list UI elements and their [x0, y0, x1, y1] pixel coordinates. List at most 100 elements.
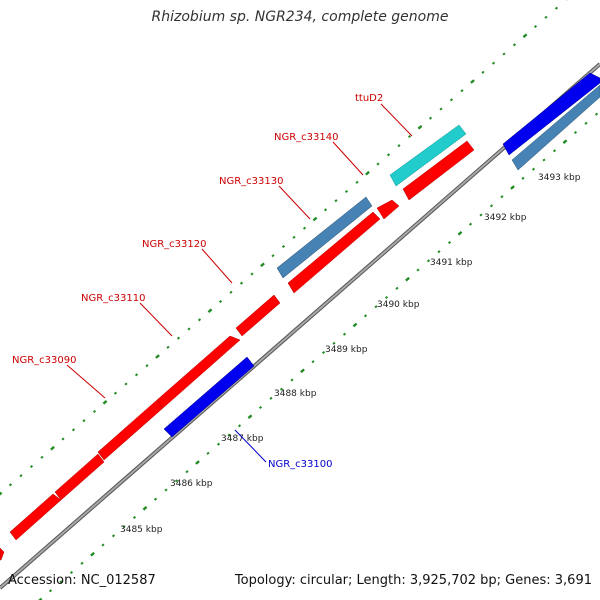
- topology-text: Topology: circular; Length: 3,925,702 bp…: [234, 573, 592, 588]
- lower-dot-6: [101, 543, 105, 547]
- upper-dot-49: [512, 43, 517, 47]
- gene-reverse-ngr-c33100[interactable]: [163, 356, 255, 438]
- upper-dot-7: [71, 428, 76, 432]
- lower-dot-48: [542, 158, 546, 162]
- gene-forward-3[interactable]: [54, 453, 105, 501]
- gene-forward-2[interactable]: [9, 493, 62, 541]
- upper-dot-21: [218, 299, 223, 304]
- lower-dot-2: [59, 580, 63, 584]
- upper-dot-0: [0, 491, 3, 496]
- gene-steelblue-2[interactable]: [511, 84, 600, 171]
- lower-dot-33: [384, 295, 389, 300]
- gene-label[interactable]: NGR_c33110: [81, 293, 146, 304]
- tick-label: 3488 kbp: [274, 389, 317, 399]
- upper-dot-47: [491, 61, 496, 65]
- lower-dot-3: [69, 570, 74, 575]
- gene-label[interactable]: ttuD2: [355, 93, 383, 104]
- lower-dot-1: [48, 589, 53, 593]
- tick-label: 3486 kbp: [170, 479, 213, 489]
- gene-forward-1[interactable]: [0, 547, 5, 561]
- gene-label[interactable]: NGR_c33090: [12, 355, 77, 366]
- gene-label-leader: [278, 185, 311, 220]
- tick-label: 3493 kbp: [538, 173, 581, 183]
- upper-dot-22: [229, 290, 233, 294]
- gene-label[interactable]: NGR_c33140: [274, 132, 339, 143]
- lower-dot-40: [457, 230, 463, 236]
- lower-dot-29: [342, 332, 347, 336]
- upper-dot-24: [250, 272, 254, 276]
- upper-dot-36: [376, 162, 380, 166]
- upper-dot-11: [113, 391, 118, 395]
- lower-dot-20: [247, 414, 253, 420]
- upper-dot-46: [481, 70, 485, 74]
- upper-dot-track: [0, 0, 568, 496]
- upper-dot-13: [134, 373, 139, 377]
- gene-labels: NGR_c33090 NGR_c33110 NGR_c33120 NGR_c33130…: [12, 93, 413, 470]
- lower-dot-track: [38, 112, 599, 600]
- upper-dot-38: [397, 144, 401, 148]
- upper-dot-43: [449, 98, 454, 102]
- upper-dot-51: [533, 24, 538, 29]
- lower-dot-9: [132, 515, 137, 520]
- lower-dot-36: [416, 268, 420, 272]
- gene-features: [0, 72, 600, 561]
- upper-dot-20: [207, 308, 213, 314]
- lower-dot-13: [174, 479, 179, 483]
- upper-dot-53: [554, 6, 559, 10]
- lower-dot-30: [352, 322, 358, 328]
- gene-reverse-2[interactable]: [502, 72, 600, 156]
- upper-dot-33: [344, 189, 349, 194]
- upper-dot-9: [92, 409, 97, 414]
- lower-dot-41: [468, 222, 473, 226]
- lower-dot-34: [395, 286, 399, 290]
- upper-dot-8: [82, 419, 86, 423]
- gene-label[interactable]: NGR_c33130: [219, 176, 284, 187]
- gene-cyan-1[interactable]: [389, 124, 467, 187]
- lower-dot-11: [153, 497, 158, 501]
- gene-label-leader: [234, 429, 267, 463]
- upper-dot-40: [417, 124, 423, 130]
- upper-dot-39: [407, 134, 412, 139]
- lower-dot-27: [321, 350, 326, 355]
- lower-dot-7: [111, 534, 116, 538]
- gene-forward-ttud2[interactable]: [402, 140, 475, 201]
- lower-dot-37: [426, 259, 431, 263]
- upper-dot-37: [386, 153, 391, 157]
- lower-dot-46: [521, 176, 525, 180]
- gene-forward-4[interactable]: [97, 399, 164, 461]
- lower-dot-43: [489, 204, 494, 208]
- gene-steelblue-1[interactable]: [276, 196, 373, 279]
- upper-dot-52: [544, 15, 548, 19]
- lower-dot-32: [374, 305, 378, 309]
- tick-label: 3485 kbp: [120, 525, 163, 535]
- gene-forward-ngr-c33130[interactable]: [287, 211, 381, 294]
- gene-forward-ngr-c33120[interactable]: [235, 294, 281, 337]
- tick-label: 3491 kbp: [430, 258, 473, 268]
- upper-dot-41: [428, 116, 433, 120]
- gene-label[interactable]: NGR_c33100: [268, 459, 333, 470]
- accession-text: Accession: NC_012587: [8, 573, 156, 588]
- lower-dot-5: [90, 551, 95, 557]
- gene-forward-ngr-c33140[interactable]: [376, 199, 400, 220]
- lower-dot-25: [300, 368, 305, 374]
- lower-dot-42: [479, 213, 483, 217]
- lower-dot-8: [122, 525, 126, 529]
- lower-dot-22: [269, 396, 273, 400]
- gene-forward-ngr-c33110[interactable]: [156, 335, 241, 409]
- upper-dot-18: [187, 327, 191, 331]
- upper-dot-26: [271, 254, 275, 258]
- lower-dot-35: [405, 276, 410, 282]
- lower-dot-0: [38, 597, 43, 600]
- gene-label-leader: [139, 302, 173, 337]
- lower-dot-49: [552, 149, 557, 153]
- upper-dot-28: [292, 235, 296, 239]
- tick-label: 3489 kbp: [325, 345, 368, 355]
- gene-label[interactable]: NGR_c33120: [142, 239, 207, 250]
- map-title: Rhizobium sp. NGR234, complete genome: [151, 9, 449, 25]
- upper-dot-44: [460, 89, 464, 93]
- upper-dot-10: [102, 399, 108, 405]
- upper-dot-4: [40, 455, 44, 459]
- upper-dot-50: [522, 33, 528, 39]
- lower-dot-14: [185, 470, 189, 474]
